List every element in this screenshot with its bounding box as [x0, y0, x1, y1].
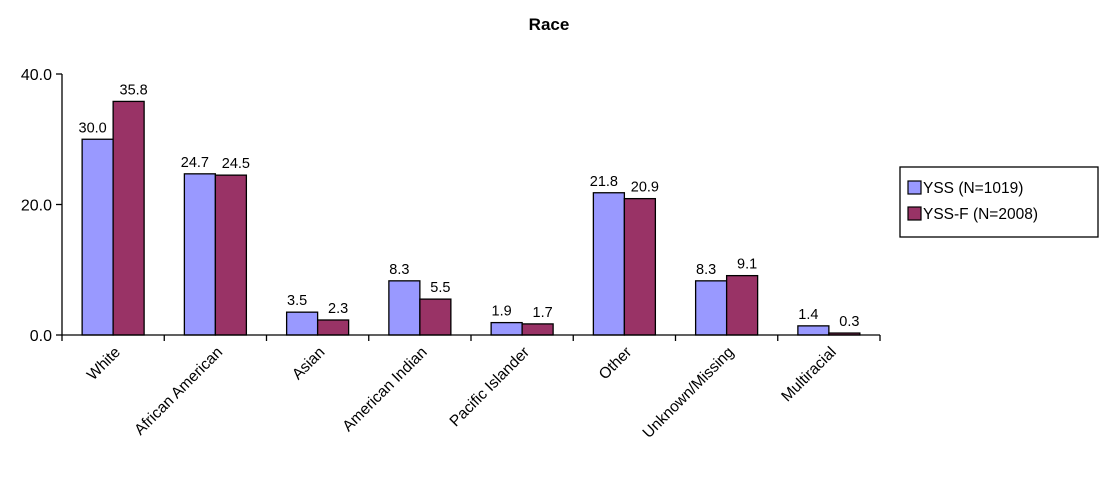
- bar-series-2-5: [623, 197, 657, 336]
- category-label-7: Multiracial: [778, 344, 839, 405]
- category-label-5: Other: [596, 344, 635, 383]
- legend: YSS (N=1019) YSS-F (N=2008): [899, 166, 1099, 238]
- data-label-series-2-1: 24.5: [222, 156, 250, 172]
- data-label-series-2-6: 9.1: [737, 257, 757, 273]
- category-label-2: Asian: [289, 344, 328, 383]
- data-label-series-1-0: 30.0: [79, 120, 107, 136]
- y-tick-label-2: 40.0: [21, 67, 52, 84]
- category-label-6: Unknown/Missing: [640, 344, 738, 442]
- data-label-series-1-7: 1.4: [798, 307, 818, 323]
- data-label-series-1-5: 21.8: [590, 174, 618, 190]
- data-label-series-2-5: 20.9: [631, 180, 659, 196]
- data-label-series-1-4: 1.9: [492, 304, 512, 320]
- category-label-1: African American: [131, 344, 226, 439]
- data-label-series-2-0: 35.8: [120, 82, 148, 98]
- bar-series-1-7: [797, 325, 830, 336]
- data-label-series-2-2: 2.3: [328, 301, 348, 317]
- legend-swatch-2: [907, 206, 922, 221]
- bar-series-1-5: [592, 192, 626, 336]
- legend-label-1: YSS (N=1019): [923, 180, 1023, 197]
- data-label-series-1-6: 8.3: [696, 262, 716, 278]
- bar-series-1-3: [388, 280, 421, 336]
- data-label-series-2-7: 0.3: [839, 314, 859, 330]
- data-label-series-1-1: 24.7: [181, 155, 209, 171]
- bar-series-2-2: [316, 319, 350, 336]
- bar-series-2-3: [419, 298, 452, 336]
- bar-series-1-0: [81, 138, 114, 336]
- category-label-0: White: [84, 344, 124, 384]
- bar-series-2-4: [521, 323, 554, 336]
- category-label-4: Pacific Islander: [447, 344, 533, 430]
- bar-series-2-0: [112, 100, 145, 336]
- category-label-3: American Indian: [339, 344, 430, 435]
- legend-box: [899, 166, 1099, 238]
- data-label-series-2-3: 5.5: [430, 280, 450, 296]
- bar-series-1-6: [694, 280, 728, 336]
- y-tick-label-0: 0.0: [30, 328, 52, 345]
- bar-series-2-1: [214, 174, 248, 336]
- bar-series-1-1: [183, 173, 217, 336]
- legend-label-2: YSS-F (N=2008): [923, 206, 1038, 223]
- data-label-series-2-4: 1.7: [533, 305, 553, 321]
- legend-swatch-1: [907, 180, 922, 195]
- bar-series-2-6: [725, 274, 759, 336]
- chart-title: Race: [529, 15, 570, 34]
- bar-series-1-4: [490, 321, 523, 336]
- bar-series-1-2: [285, 311, 319, 336]
- data-label-series-1-3: 8.3: [389, 262, 409, 278]
- data-label-series-1-2: 3.5: [287, 293, 307, 309]
- y-tick-label-1: 20.0: [21, 198, 52, 215]
